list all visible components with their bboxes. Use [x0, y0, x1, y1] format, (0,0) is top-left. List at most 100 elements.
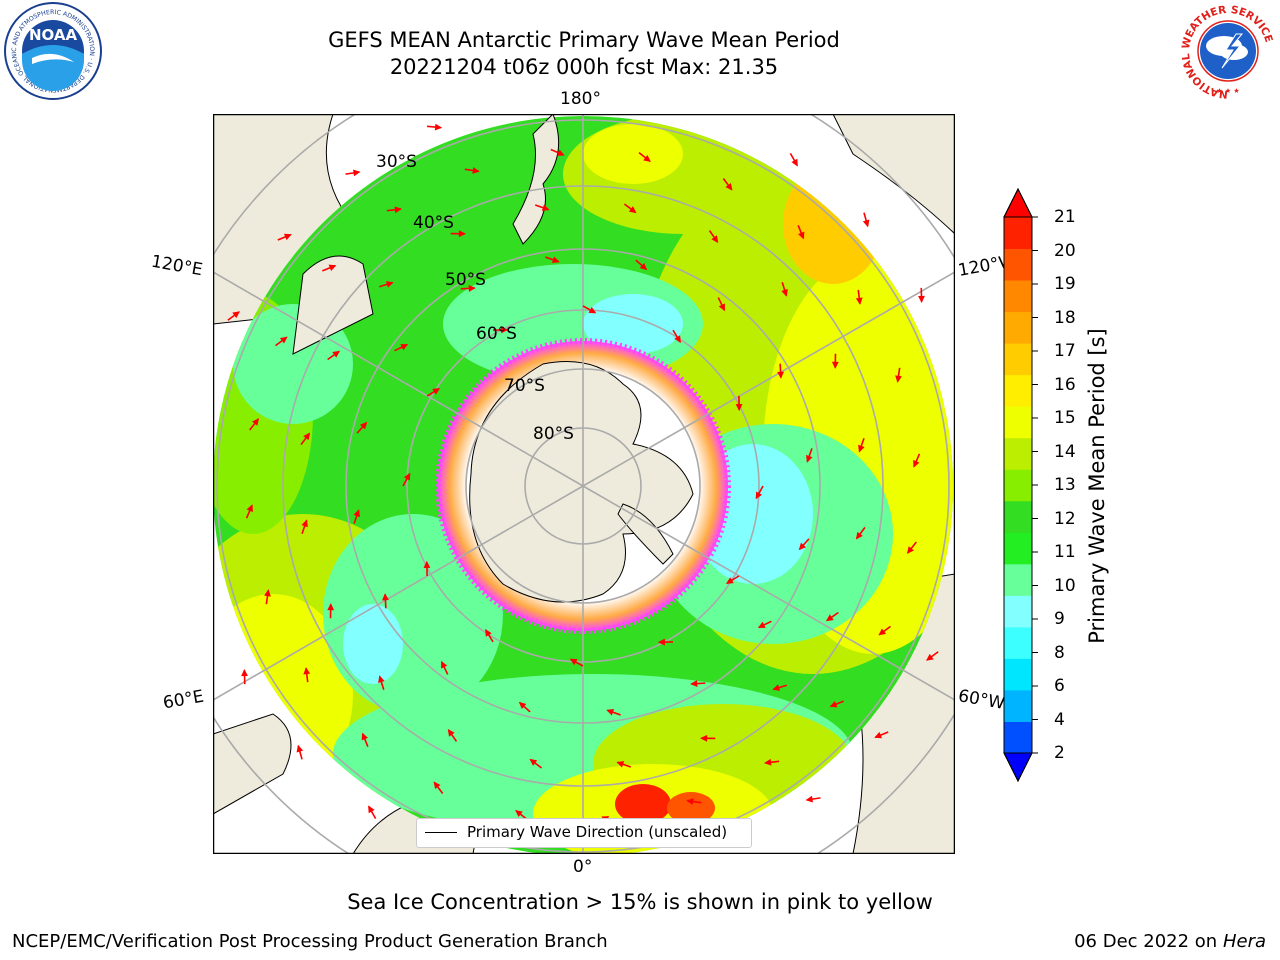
wave-arrow — [515, 809, 528, 820]
wave-arrow — [858, 437, 865, 453]
wave-arrow — [345, 169, 361, 177]
colorbar-segment — [1004, 532, 1032, 565]
wave-arrow — [423, 560, 431, 577]
wave-arrow — [368, 805, 377, 820]
wave-arrow — [895, 367, 902, 383]
map-panel: 30°S 40°S 50°S 60°S 70°S 80°S Primary Wa… — [213, 114, 955, 854]
wave-arrow — [764, 758, 780, 766]
wave-arrow — [433, 781, 444, 794]
colorbar-tick-label: 12 — [1054, 508, 1076, 529]
footer-date-text: 06 Dec 2022 on — [1074, 931, 1218, 952]
lon-label-60e: 60°E — [161, 686, 206, 714]
wave-arrow — [798, 538, 810, 551]
wave-arrow — [245, 504, 253, 519]
wave-arrow — [806, 448, 813, 463]
lat-label-80s: 80°S — [533, 424, 574, 444]
colorbar-segment — [1004, 280, 1032, 313]
wave-arrow — [569, 658, 584, 667]
lat-label-30s: 30°S — [376, 152, 417, 172]
footer-credit: NCEP/EMC/Verification Post Processing Pr… — [12, 931, 608, 952]
colorbar-segment — [1004, 595, 1032, 628]
wave-arrow — [378, 281, 394, 288]
wave-arrow — [303, 667, 311, 683]
wave-arrow — [657, 638, 674, 646]
wave-arrow — [518, 701, 531, 713]
wave-arrow — [755, 485, 764, 500]
wave-arrow — [485, 628, 494, 643]
wave-arrow — [440, 660, 449, 675]
colorbar-tick-label: 20 — [1054, 240, 1076, 261]
wave-arrow — [464, 167, 480, 174]
wave-arrow — [426, 388, 441, 397]
wave-arrow — [708, 230, 719, 244]
colorbar-segment — [1004, 721, 1032, 754]
wave-arrow — [725, 575, 740, 584]
map-title: GEFS MEAN Antarctic Primary Wave Mean Pe… — [328, 28, 840, 52]
wave-arrow — [447, 728, 458, 742]
wave-arrow — [862, 212, 870, 228]
wave-arrow — [686, 798, 702, 805]
wave-arrow — [227, 311, 240, 321]
noaa-logo: NATIONAL OCEANIC AND ATMOSPHERIC ADMINIS… — [2, 0, 102, 100]
wave-arrow — [426, 123, 443, 131]
lat-label-60s: 60°S — [476, 324, 517, 344]
wave-arrow — [534, 204, 550, 211]
wave-arrow — [382, 593, 389, 609]
legend-label: Primary Wave Direction (unscaled) — [467, 823, 728, 841]
svg-text:★ ★ ★: ★ ★ ★ — [1216, 87, 1239, 95]
sea-ice-caption: Sea Ice Concentration > 15% is shown in … — [347, 890, 933, 914]
wave-arrow — [402, 472, 411, 487]
wave-arrow — [772, 684, 788, 691]
wave-arrow — [301, 519, 308, 535]
colorbar-tick-label: 11 — [1054, 542, 1076, 562]
colorbar — [1003, 187, 1038, 783]
wave-arrow — [690, 680, 706, 687]
wave-arrow — [450, 230, 466, 238]
lat-label-40s: 40°S — [413, 213, 454, 233]
lat-label-50s: 50°S — [445, 270, 486, 290]
wave-arrow — [249, 418, 260, 431]
colorbar-segment — [1004, 406, 1032, 439]
wave-arrow — [296, 744, 304, 760]
colorbar-tick-label: 8 — [1054, 642, 1065, 663]
noaa-logo-text: NOAA — [29, 26, 78, 44]
colorbar-tick-label: 17 — [1054, 341, 1076, 361]
map-legend: Primary Wave Direction (unscaled) — [416, 818, 752, 848]
colorbar-segment — [1004, 689, 1032, 722]
legend-line-symbol — [425, 832, 457, 833]
wave-arrow — [241, 669, 248, 685]
wave-arrow — [275, 336, 288, 347]
wave-arrow — [878, 625, 891, 636]
colorbar-tick-label: 18 — [1054, 307, 1076, 328]
wave-arrow — [805, 795, 821, 803]
wave-arrow — [356, 421, 368, 434]
wave-arrow — [855, 289, 863, 305]
wave-arrow — [831, 353, 839, 369]
colorbar-segment — [1004, 658, 1032, 691]
colorbar-tick-label: 16 — [1054, 374, 1076, 395]
wave-arrow — [386, 206, 402, 214]
colorbar-segment — [1004, 311, 1032, 344]
colorbar-segment — [1004, 500, 1032, 533]
wave-arrow — [797, 225, 805, 240]
wave-arrow — [327, 350, 341, 361]
wave-arrow — [264, 589, 271, 605]
lon-label-120e: 120°E — [149, 251, 205, 281]
wave-arrow — [918, 287, 925, 303]
wave-arrow — [700, 734, 716, 742]
map-subtitle: 20221204 t06z 000h fcst Max: 21.35 — [389, 55, 779, 79]
wave-arrow — [353, 509, 360, 524]
nws-logo: NATIONAL WEATHER SERVICE ★ ★ ★ — [1180, 3, 1276, 100]
colorbar-tick-label: 2 — [1054, 743, 1065, 763]
lon-label-180: 180° — [560, 89, 601, 109]
colorbar-tick-label: 9 — [1054, 609, 1065, 629]
wave-arrow — [394, 343, 409, 352]
wave-arrow — [855, 526, 866, 540]
lon-label-0: 0° — [573, 857, 593, 877]
wave-arrow — [361, 732, 369, 747]
footer-date: 06 Dec 2022 on Hera — [1074, 931, 1266, 952]
polar-map — [213, 114, 955, 854]
colorbar-tick-label: 21 — [1054, 207, 1076, 227]
lat-label-70s: 70°S — [504, 376, 545, 396]
wave-arrow — [638, 152, 651, 163]
